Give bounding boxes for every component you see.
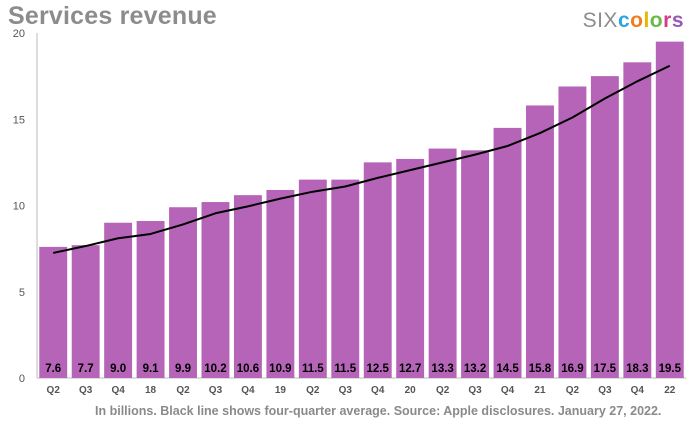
four-quarter-average-line (53, 64, 671, 254)
bar-value-label: 7.7 (78, 363, 94, 375)
bar-value-label: 9.0 (110, 363, 126, 375)
bar (461, 150, 490, 378)
bar-value-label: 12.7 (399, 363, 421, 375)
x-tick-label: 22 (664, 385, 676, 396)
logo-letter: o (649, 9, 664, 32)
bar-value-label: 18.3 (626, 363, 648, 375)
bar-value-label: 13.3 (431, 363, 453, 375)
x-tick-label: Q2 (47, 385, 61, 396)
bar-value-label: 11.5 (302, 363, 324, 375)
x-tick-label: Q4 (631, 385, 645, 396)
x-tick-label: Q2 (306, 385, 320, 396)
chart-caption: In billions. Black line shows four-quart… (95, 404, 662, 418)
sixcolors-logo: SIXcolors (583, 9, 684, 33)
y-tick-label: 15 (13, 114, 25, 126)
bar-value-label: 15.8 (529, 363, 552, 375)
bar (136, 221, 165, 378)
bar (201, 202, 230, 378)
x-tick-label: Q4 (111, 385, 125, 396)
y-tick-label: 10 (13, 201, 25, 213)
y-tick-label: 5 (19, 287, 25, 299)
bar (266, 189, 295, 378)
bar (71, 245, 100, 378)
y-tick-label: 0 (19, 373, 25, 385)
x-tick-label: Q4 (241, 385, 255, 396)
bar (590, 76, 619, 378)
x-tick-label: Q4 (501, 385, 515, 396)
bar (623, 62, 652, 378)
bar (39, 246, 68, 378)
bar (526, 105, 554, 378)
bar (169, 207, 197, 378)
logo-colored-word: colors (618, 9, 684, 32)
x-tick-label: 21 (534, 385, 546, 396)
logo-letter: s (671, 9, 684, 32)
x-tick-label: Q2 (566, 385, 580, 396)
y-tick-label: 20 (13, 28, 25, 40)
bar-value-label: 16.9 (561, 363, 583, 375)
logo-letter: l (643, 9, 650, 32)
x-tick-label: Q3 (339, 385, 353, 396)
x-tick-label: Q3 (209, 385, 223, 396)
bar-value-label: 17.5 (594, 363, 617, 375)
bar-value-label: 10.9 (269, 363, 291, 375)
logo-letter: r (663, 9, 672, 32)
x-tick-label: Q4 (371, 385, 385, 396)
x-tick-label: 20 (405, 385, 417, 396)
bar (331, 179, 360, 378)
bar-value-label: 10.6 (237, 363, 259, 375)
bar-value-label: 10.2 (204, 363, 226, 375)
logo-letter: o (630, 9, 644, 32)
logo-letter: c (617, 9, 631, 32)
bar (655, 41, 684, 378)
bar-value-label: 13.2 (464, 363, 486, 375)
bar-value-label: 9.9 (175, 363, 191, 375)
x-tick-label: Q3 (468, 385, 482, 396)
x-tick-label: 19 (275, 385, 287, 396)
bar-value-label: 7.6 (45, 363, 61, 375)
bar-value-label: 9.1 (143, 363, 160, 375)
bar-value-label: 19.5 (659, 363, 682, 375)
bar (493, 127, 522, 378)
bar (233, 195, 262, 378)
x-tick-label: Q3 (79, 385, 93, 396)
x-tick-label: 18 (145, 385, 157, 396)
x-tick-label: Q2 (176, 385, 190, 396)
bar (104, 222, 133, 378)
x-tick-label: Q2 (436, 385, 450, 396)
bar (558, 86, 587, 378)
bar (298, 179, 327, 378)
bar (428, 148, 457, 378)
x-tick-label: Q3 (598, 385, 612, 396)
bar-value-label: 14.5 (496, 363, 519, 375)
bar (363, 162, 392, 378)
chart-title: Services revenue (8, 2, 217, 30)
bar-value-label: 11.5 (334, 363, 356, 375)
bar-value-label: 12.5 (367, 363, 390, 375)
logo-prefix: SIX (582, 9, 618, 32)
bar (396, 158, 425, 378)
